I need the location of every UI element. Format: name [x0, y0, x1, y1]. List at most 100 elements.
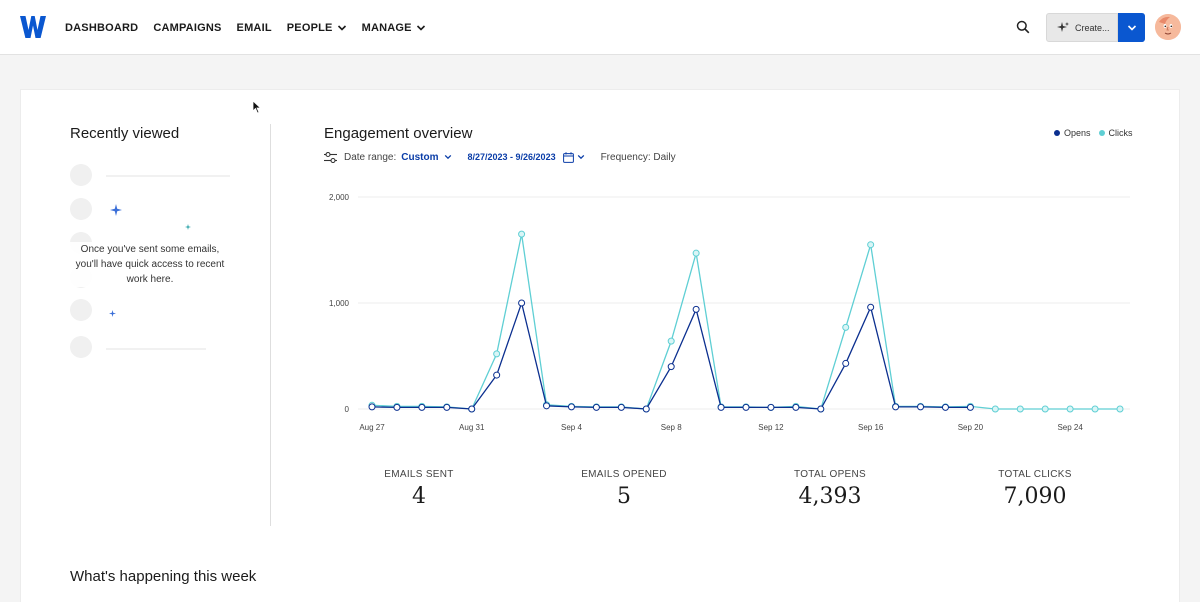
frequency-label: Frequency: Daily: [600, 151, 676, 163]
x-tick-label: Aug 27: [359, 423, 385, 432]
create-dropdown-button[interactable]: [1118, 13, 1145, 42]
create-button[interactable]: Create...: [1046, 13, 1118, 42]
sparkle-icon: [1057, 21, 1069, 32]
stat-label: EMAILS SENT: [384, 469, 454, 480]
series-line-clicks: [371, 233, 1120, 410]
y-tick-label: 1,000: [329, 299, 350, 308]
chevron-down-icon[interactable]: [577, 153, 585, 161]
data-point-clicks: [1066, 405, 1074, 413]
mouse-cursor-icon: [252, 100, 262, 114]
calendar-icon[interactable]: [562, 151, 574, 163]
avatar[interactable]: [1155, 14, 1181, 40]
stat-label: TOTAL OPENS: [793, 469, 867, 480]
date-range-select[interactable]: Custom: [401, 152, 451, 163]
data-point-opens: [742, 403, 750, 411]
y-tick-label: 0: [345, 405, 350, 414]
user-avatar-icon: [1155, 14, 1181, 40]
stat-emails-opened: EMAILS OPENED 5: [564, 469, 684, 509]
recently-viewed-empty-message: Once you've sent some emails, you'll hav…: [70, 242, 230, 287]
stat-total-clicks: TOTAL CLICKS 7,090: [975, 469, 1095, 509]
y-tick-label: 2,000: [329, 193, 350, 202]
top-nav: DASHBOARD CAMPAIGNS EMAIL PEOPLE MANAGE …: [0, 0, 1200, 55]
skeleton-avatar: [70, 336, 92, 358]
stat-total-opens: TOTAL OPENS 4,393: [770, 469, 890, 509]
data-point-opens: [941, 403, 949, 411]
sparkle-icon: [109, 310, 116, 317]
data-point-clicks: [1041, 405, 1049, 413]
data-point-opens: [767, 403, 775, 411]
skeleton-avatar: [70, 299, 92, 321]
data-point-clicks: [1016, 405, 1024, 413]
legend-clicks: Clicks: [1098, 128, 1133, 138]
stat-value: 7,090: [1003, 484, 1067, 509]
whats-happening-title: What's happening this week: [70, 568, 257, 585]
section-divider: [270, 124, 271, 526]
series-line-opens: [371, 300, 971, 410]
main-nav: DASHBOARD CAMPAIGNS EMAIL PEOPLE MANAGE: [65, 0, 441, 55]
data-point-opens: [567, 403, 575, 411]
data-point-opens: [867, 303, 875, 311]
sliders-icon[interactable]: [324, 151, 337, 163]
x-tick-label: Sep 20: [958, 423, 984, 432]
chart-legend: Opens Clicks: [1054, 128, 1141, 138]
data-point-opens: [842, 359, 850, 367]
skeleton-avatar: [70, 164, 92, 186]
engagement-overview-title: Engagement overview: [324, 125, 473, 142]
data-point-opens: [418, 403, 426, 411]
x-tick-label: Sep 24: [1057, 423, 1083, 432]
skeleton-line: [106, 348, 206, 350]
stat-value: 5: [617, 484, 631, 509]
legend-dot: [1054, 130, 1060, 136]
create-button-label: Create...: [1075, 22, 1110, 33]
nav-people[interactable]: PEOPLE: [287, 22, 347, 34]
search-icon[interactable]: [1016, 20, 1030, 34]
dashboard-card: [20, 89, 1180, 602]
stat-label: TOTAL CLICKS: [998, 469, 1072, 480]
data-point-opens: [966, 403, 974, 411]
sparkle-icon: [185, 224, 191, 230]
data-point-clicks: [518, 230, 526, 238]
chevron-down-icon: [337, 24, 346, 31]
data-point-clicks: [842, 323, 850, 331]
date-range-dates[interactable]: 8/27/2023 - 9/26/2023: [467, 152, 556, 162]
chevron-down-icon: [1127, 24, 1136, 31]
data-point-opens: [468, 405, 476, 413]
data-point-clicks: [1116, 405, 1124, 413]
x-tick-label: Sep 12: [758, 423, 784, 432]
nav-dashboard[interactable]: DASHBOARD: [65, 21, 139, 34]
nav-manage[interactable]: MANAGE: [362, 22, 426, 34]
stat-value: 4,393: [798, 484, 862, 509]
x-tick-label: Aug 31: [459, 423, 485, 432]
data-point-opens: [393, 403, 401, 411]
skeleton-line: [106, 175, 230, 177]
data-point-clicks: [692, 249, 700, 257]
x-tick-label: Sep 16: [858, 423, 884, 432]
data-point-opens: [717, 403, 725, 411]
nav-email[interactable]: EMAIL: [236, 21, 272, 34]
data-point-clicks: [1091, 405, 1099, 413]
date-range-label: Date range:: [344, 151, 397, 163]
data-point-opens: [518, 299, 526, 307]
data-point-opens: [543, 402, 551, 410]
data-point-opens: [692, 305, 700, 313]
stat-value: 4: [412, 484, 426, 509]
logo-icon[interactable]: [20, 16, 46, 38]
legend-dot: [1098, 130, 1105, 136]
nav-campaigns[interactable]: CAMPAIGNS: [153, 21, 222, 34]
engagement-chart: 2,000 1,000 0 Aug 27 Aug 31 Sep 4 Sep 8 Sep 12 S…: [329, 193, 1130, 432]
data-point-opens: [368, 403, 376, 411]
data-point-clicks: [867, 241, 875, 249]
data-point-opens: [617, 403, 625, 411]
data-point-opens: [792, 403, 800, 411]
data-point-opens: [667, 363, 675, 371]
data-point-opens: [592, 403, 600, 411]
legend-opens: Opens: [1054, 128, 1091, 138]
data-point-clicks: [991, 405, 999, 413]
data-point-clicks: [493, 350, 501, 358]
data-point-opens: [642, 405, 650, 413]
data-point-opens: [817, 405, 825, 413]
skeleton-avatar: [70, 198, 92, 220]
stat-emails-sent: EMAILS SENT 4: [359, 469, 479, 509]
data-point-opens: [443, 403, 451, 411]
data-point-opens: [493, 371, 501, 379]
